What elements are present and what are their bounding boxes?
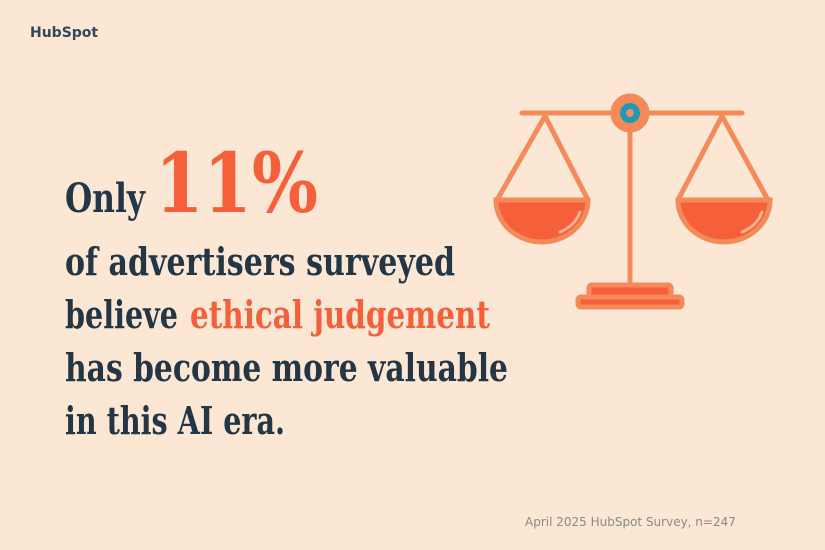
body-line: believe (65, 292, 178, 337)
logo: HubSpot (30, 25, 98, 41)
footer: April 2025 HubSpot Survey, n=247 (525, 515, 736, 529)
body-line: of advertisers surveyed (65, 239, 455, 284)
highlight: ethical judgement (190, 292, 490, 337)
stat: 11% (155, 136, 318, 232)
body-line: in this AI era. (65, 398, 285, 443)
lead-text: Only (65, 175, 146, 222)
scales-icon (493, 93, 773, 310)
body-line: has become more valuable (65, 345, 508, 390)
